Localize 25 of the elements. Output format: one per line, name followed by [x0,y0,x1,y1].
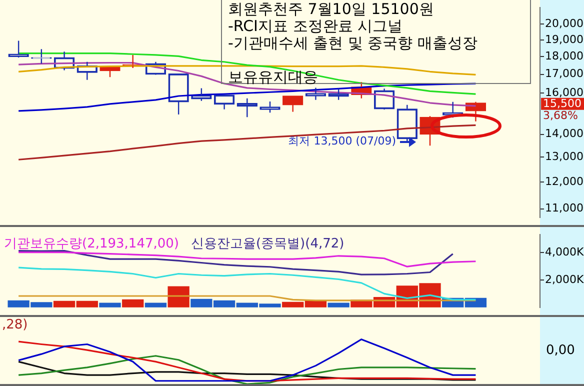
y-tick-label: 17,000 [545,67,584,80]
annotation: -RCI지표 조정완료 시그널 [228,17,404,35]
text: 0,00 [546,342,575,358]
text: 15,500 [543,96,582,110]
y-tick-label: 16,000 [545,86,584,99]
text: 3,68% [543,108,578,122]
y-tick-label: 4,000K [545,245,584,258]
annotation: 최저 13,500 (07/09) [288,134,396,148]
candlestick [236,98,258,118]
annotation: 보유유지대응 [228,68,319,86]
y-tick-label: 19,000 [545,32,584,46]
y-tick-label: 18,000 [545,50,584,63]
text: ,28) [2,317,28,332]
bar [168,286,190,308]
series-label: 기관보유수량(2,193,147,00) [4,236,179,252]
y-tick-label: 12,000 [545,174,584,188]
series-label: 신용잔고율(종목별)(4,72) [190,236,344,252]
y-tick-label: 2,000K [545,272,584,286]
y-tick-label: 14,000 [545,127,584,140]
y-tick-label: 11,000 [545,202,584,215]
annotation: -기관매수세 출현 및 중국향 매출성장 [228,34,478,52]
annotation: 회원추천주 7월10일 15100원 [228,0,435,18]
y-tick-label: 20,000 [545,17,584,30]
bar [122,299,144,308]
y-tick-label: 13,000 [545,150,584,164]
